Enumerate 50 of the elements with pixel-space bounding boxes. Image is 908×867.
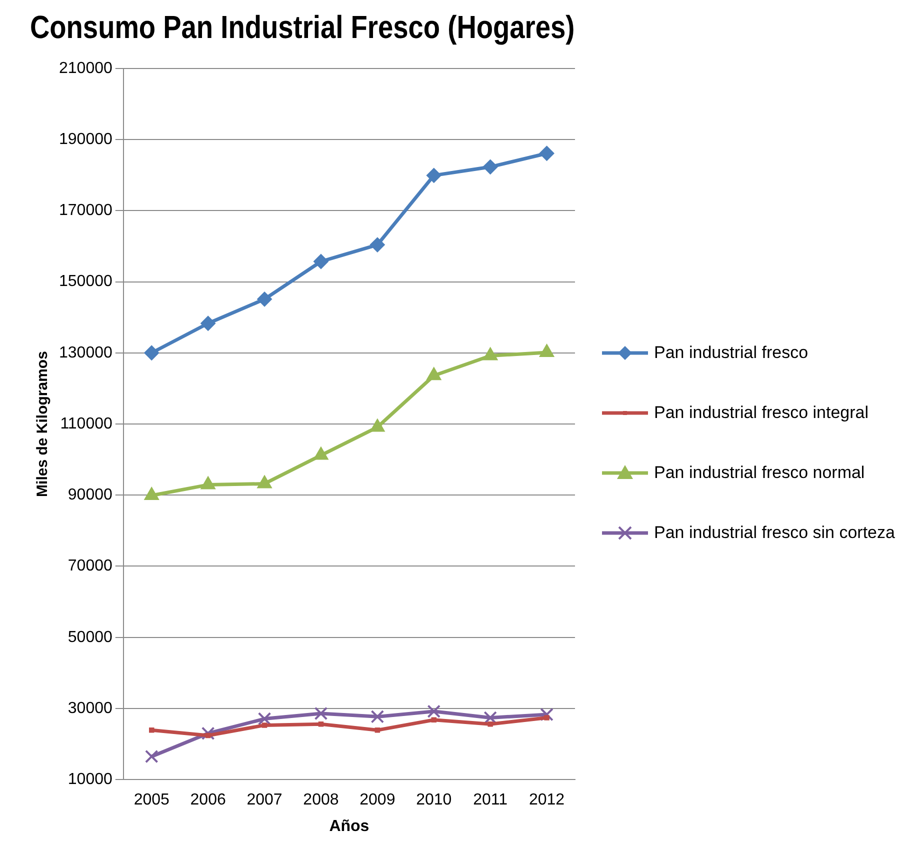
legend-label: Pan industrial fresco [654, 342, 808, 364]
y-tick-label: 150000 [59, 273, 112, 290]
point [144, 750, 158, 764]
point [488, 722, 493, 727]
legend-label: Pan industrial fresco normal [654, 462, 865, 484]
point [427, 704, 441, 718]
point [370, 237, 385, 252]
point [540, 708, 554, 722]
point [205, 732, 211, 738]
point [426, 168, 442, 183]
x-tick-label: 2005 [134, 792, 170, 809]
point [144, 345, 160, 360]
x-tick-label: 2010 [416, 792, 452, 809]
x-tick-label: 2009 [360, 792, 396, 809]
x-tick-label: 2008 [303, 792, 339, 809]
point [262, 722, 268, 728]
point [313, 254, 328, 269]
x-tick-label: 2012 [528, 792, 565, 809]
point [484, 711, 497, 724]
point [482, 159, 498, 174]
y-tick-label: 10000 [68, 771, 112, 788]
y-tick-label: 130000 [59, 344, 112, 362]
y-tick-label: 70000 [68, 558, 112, 575]
x-tick-label: 2007 [246, 792, 282, 809]
x-tick-label: 2011 [473, 792, 508, 809]
y-tick-label: 190000 [59, 130, 112, 148]
point [148, 728, 154, 733]
y-tick-label: 90000 [68, 486, 112, 504]
y-tick-label: 50000 [68, 628, 112, 646]
y-tick-label: 30000 [68, 700, 112, 717]
point [314, 706, 328, 720]
point [374, 728, 380, 733]
x-axis-title: Años [329, 818, 370, 835]
y-axis-title: Miles de Kilogramos [34, 351, 52, 497]
point [370, 710, 384, 724]
y-tick-label: 210000 [59, 60, 112, 77]
point [318, 722, 324, 727]
point [257, 292, 272, 307]
chart-title: Consumo Pan Industrial Fresco (Hogares) [30, 10, 575, 46]
x-tick-label: 2006 [190, 792, 226, 809]
point [258, 712, 272, 726]
legend-label: Pan industrial fresco sin corteza [654, 522, 895, 544]
point [201, 726, 215, 740]
point [200, 316, 216, 331]
legend-label: Pan industrial fresco integral [654, 402, 869, 424]
point [431, 717, 436, 722]
point [544, 715, 550, 720]
y-tick-label: 110000 [60, 415, 112, 432]
point [539, 146, 554, 161]
y-tick-label: 170000 [59, 202, 112, 220]
